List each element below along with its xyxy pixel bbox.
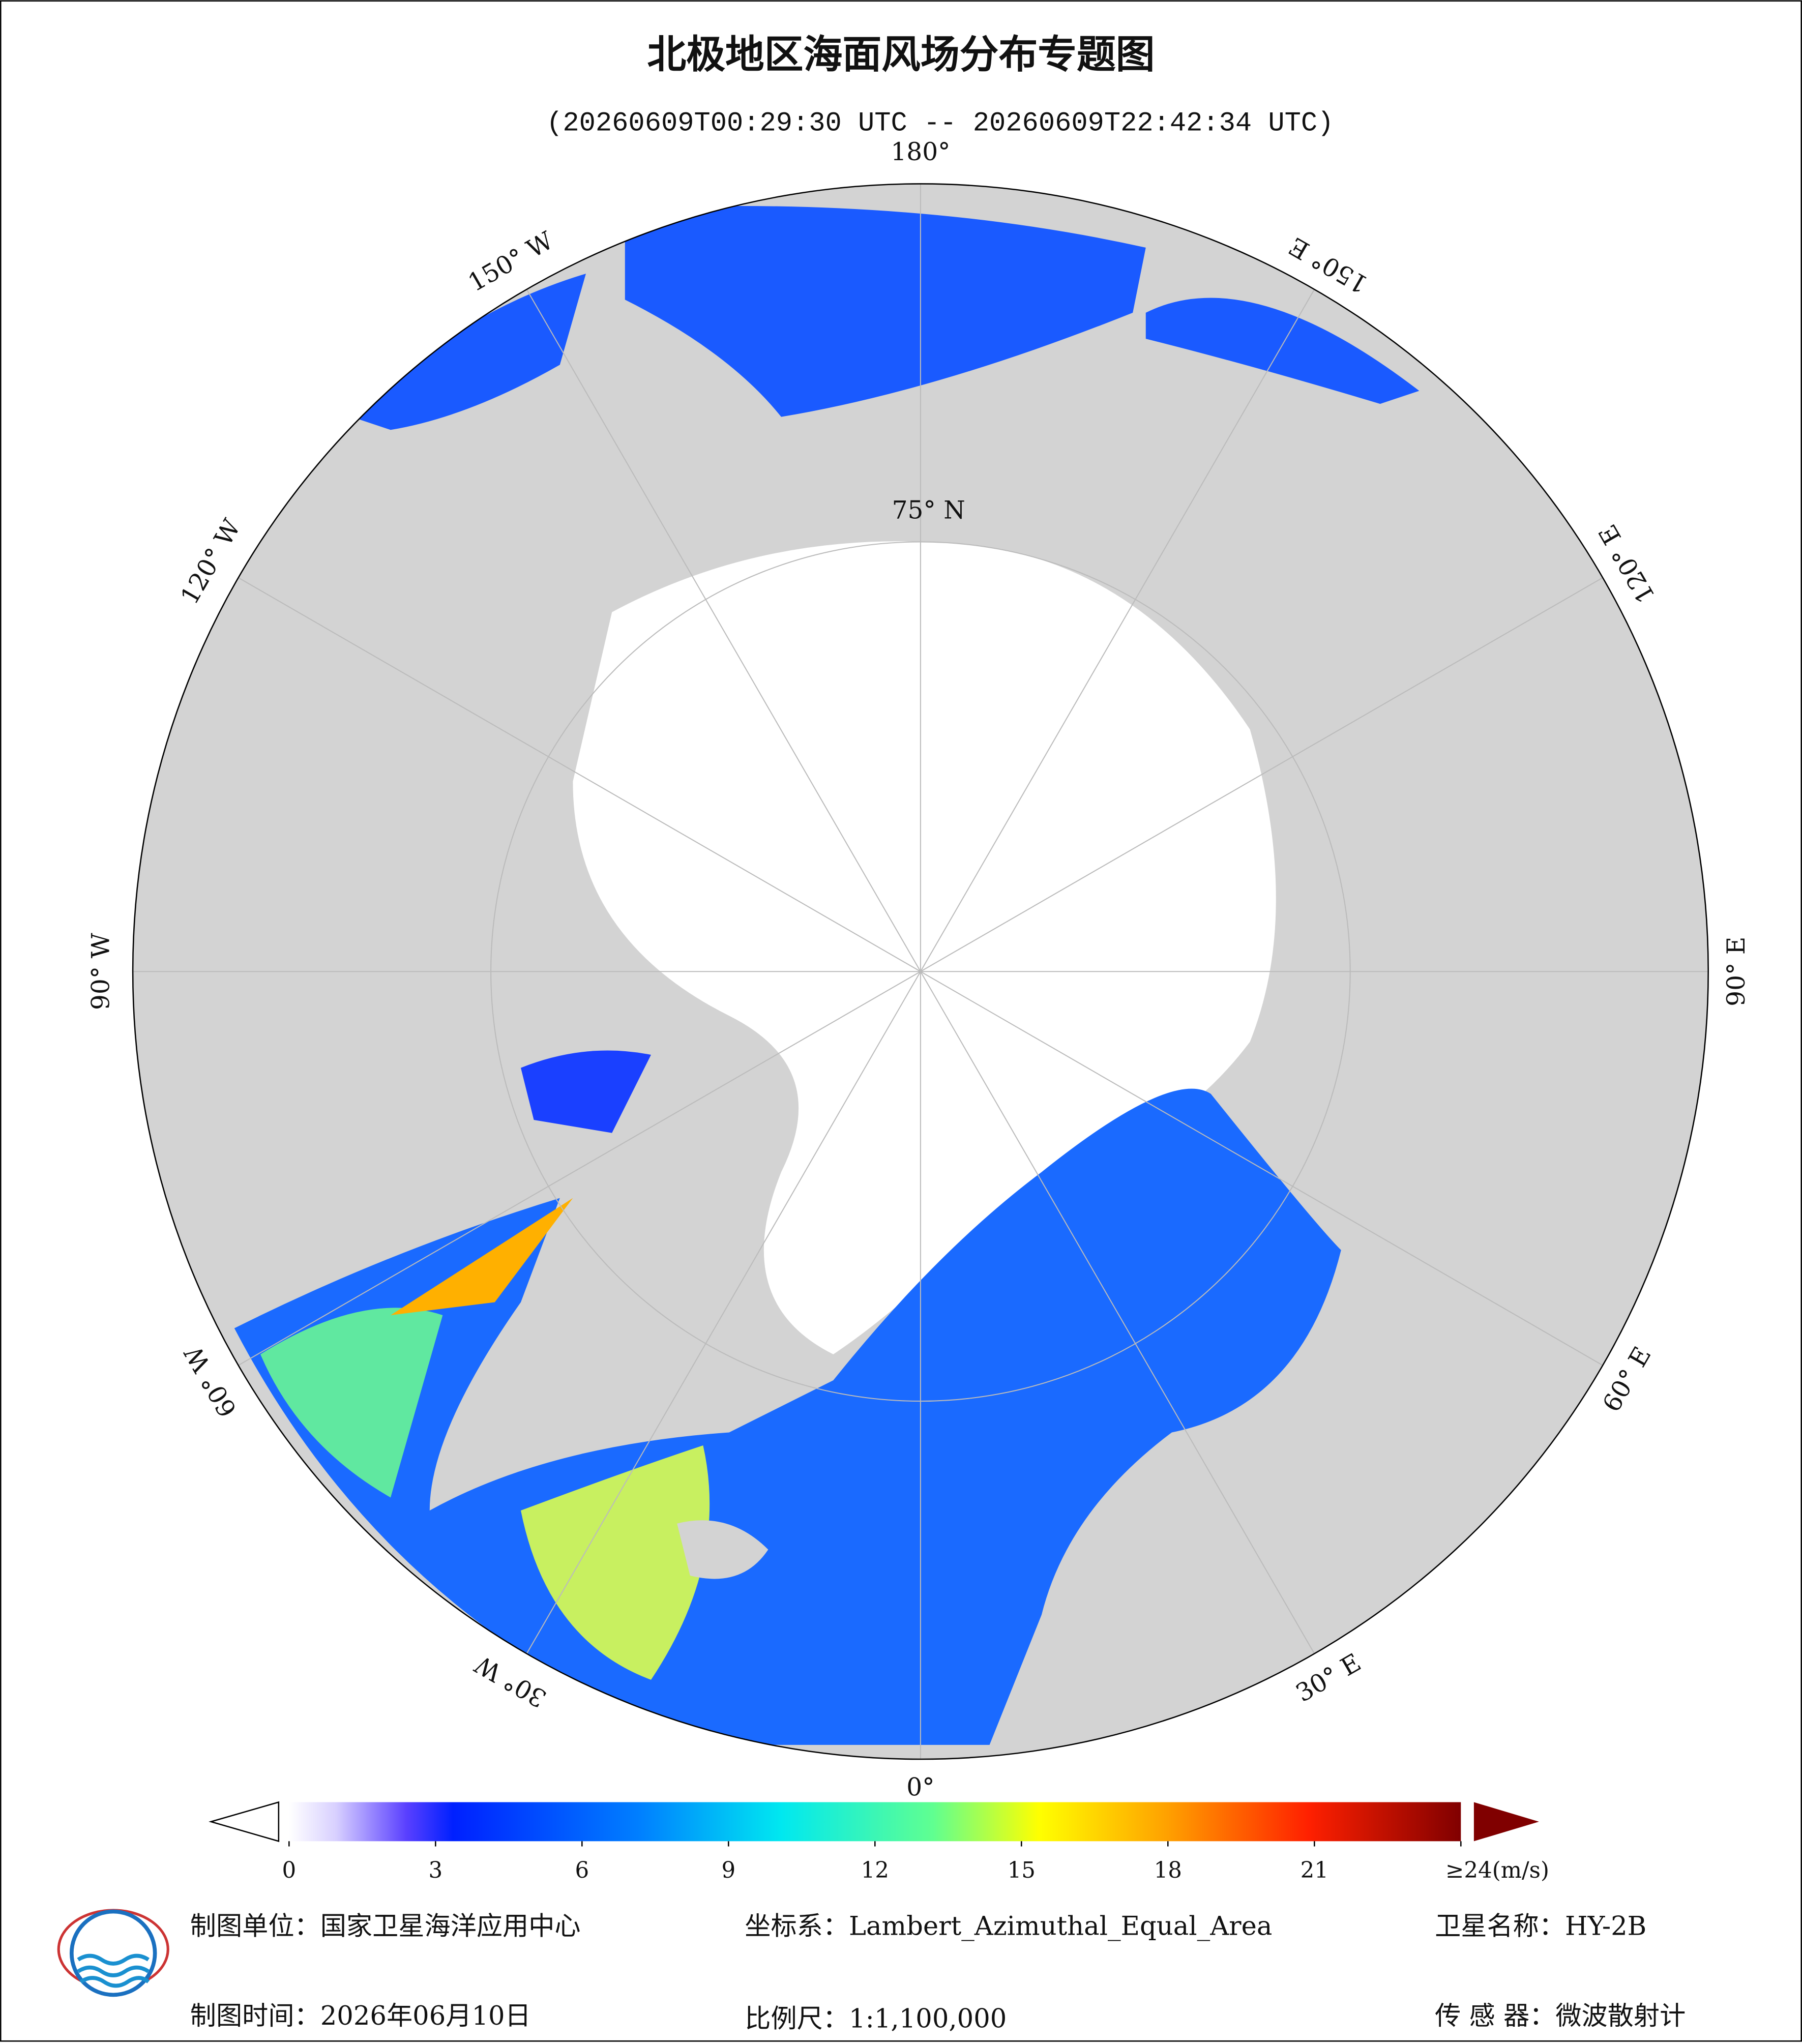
- colorbar-ramp: [289, 1802, 1461, 1842]
- footer-unit: 制图单位：国家卫星海洋应用中心: [190, 1911, 581, 1942]
- meridian: [221, 567, 921, 972]
- colorbar-tick-label: 18: [1154, 1858, 1182, 1883]
- colorbar-tick-label: 3: [428, 1858, 442, 1883]
- meridian: [920, 971, 1325, 1671]
- meridian: [516, 971, 921, 1671]
- title: 北极地区海面风场分布专题图: [647, 33, 1155, 78]
- colorbar-tick-label: 15: [1008, 1858, 1036, 1883]
- wind-field: [520, 1050, 651, 1133]
- footer-scale: 比例尺：1:1,100,000: [745, 2003, 1007, 2034]
- longitude-label: 0°: [906, 1773, 934, 1801]
- longitude-label: 180°: [891, 138, 950, 166]
- colorbar-over: [1473, 1802, 1539, 1842]
- colorbar-tick-label: 0: [282, 1858, 296, 1883]
- wind-field: [520, 1445, 710, 1680]
- wind-field: [625, 205, 1146, 417]
- wind-field: [351, 274, 586, 430]
- longitude-label: 90° E: [1722, 937, 1751, 1006]
- colorbar-tick-label: 6: [575, 1858, 589, 1883]
- map: [133, 184, 1708, 1760]
- footer-date: 制图时间：2026年06月10日: [190, 2001, 531, 2031]
- meridian: [920, 272, 1325, 972]
- footer-sensor: 传 感 器：微波散射计: [1435, 2001, 1686, 2031]
- subtitle: (20260609T00:29:30 UTC -- 20260609T22:42…: [546, 108, 1334, 139]
- longitude-label: 90° W: [87, 933, 115, 1010]
- wind-field: [260, 1308, 443, 1498]
- colorbar-tick-label: ≥24(m/s): [1445, 1858, 1549, 1883]
- logo: [57, 1909, 169, 1997]
- meridian: [516, 272, 921, 972]
- graticule: [133, 184, 1708, 1760]
- map-border: [132, 183, 1709, 1760]
- meridian: [920, 971, 1620, 1376]
- meridian: [920, 567, 1620, 972]
- colorbar-tick-label: 9: [721, 1858, 735, 1883]
- latitude-label: 75° N: [892, 496, 965, 524]
- colorbar-tick-label: 21: [1301, 1858, 1328, 1883]
- footer-crs: 坐标系：Lambert_Azimuthal_Equal_Area: [745, 1911, 1272, 1942]
- wind-field: [390, 1198, 573, 1316]
- colorbar-tick-label: 12: [861, 1858, 889, 1883]
- footer-satellite: 卫星名称：HY-2B: [1435, 1911, 1646, 1942]
- wind-field: [1145, 298, 1420, 404]
- colorbar-under: [209, 1801, 280, 1842]
- meridian: [221, 971, 921, 1376]
- iceland: [677, 1520, 769, 1579]
- colorbar: 0 3 6 9 12 15 18 21 ≥24(m/s): [209, 1801, 1549, 1883]
